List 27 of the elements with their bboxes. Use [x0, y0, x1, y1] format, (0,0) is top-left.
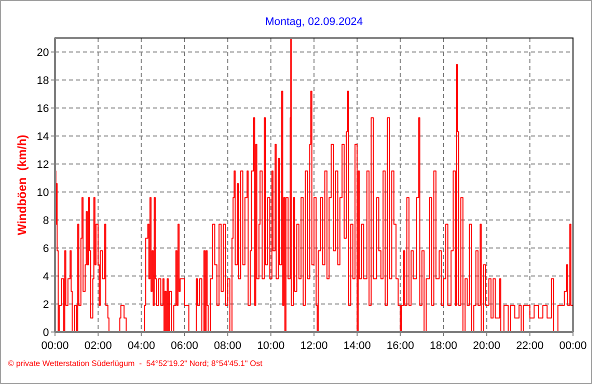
y-tick-label: 6 — [42, 243, 49, 255]
x-tick-label: 08:00 — [214, 340, 242, 352]
y-tick-label: 0 — [42, 327, 49, 339]
y-tick-label: 16 — [36, 103, 49, 115]
x-tick-label: 02:00 — [84, 340, 112, 352]
x-tick-label: 16:00 — [386, 340, 414, 352]
y-tick-label: 18 — [36, 75, 49, 87]
x-tick-label: 00:00 — [559, 340, 587, 352]
x-tick-label: 06:00 — [170, 340, 198, 352]
x-tick-label: 04:00 — [128, 340, 156, 352]
x-tick-label: 00:00 — [41, 340, 69, 352]
text: © private Wetterstation Süderlügum - 54°52'19.2" Nord; 8°54'45.1" Ost — [8, 359, 264, 368]
y-tick-label: 10 — [36, 187, 49, 199]
y-tick-label: 12 — [36, 159, 49, 171]
x-tick-label: 18:00 — [430, 340, 458, 352]
y-tick-label: 4 — [42, 271, 49, 283]
y-tick-label: 2 — [42, 299, 49, 311]
x-tick-label: 22:00 — [516, 340, 544, 352]
x-tick-label: 12:00 — [300, 340, 328, 352]
y-tick-label: 14 — [36, 131, 49, 143]
chart-title: Montag, 02.09.2024 — [265, 16, 363, 28]
y-axis-title: Windböen (km/h) — [15, 134, 29, 236]
y-tick-label: 20 — [36, 47, 49, 59]
y-tick-label: 8 — [42, 215, 49, 227]
x-tick-label: 14:00 — [343, 340, 371, 352]
x-tick-label: 10:00 — [257, 340, 285, 352]
x-tick-label: 20:00 — [472, 340, 500, 352]
